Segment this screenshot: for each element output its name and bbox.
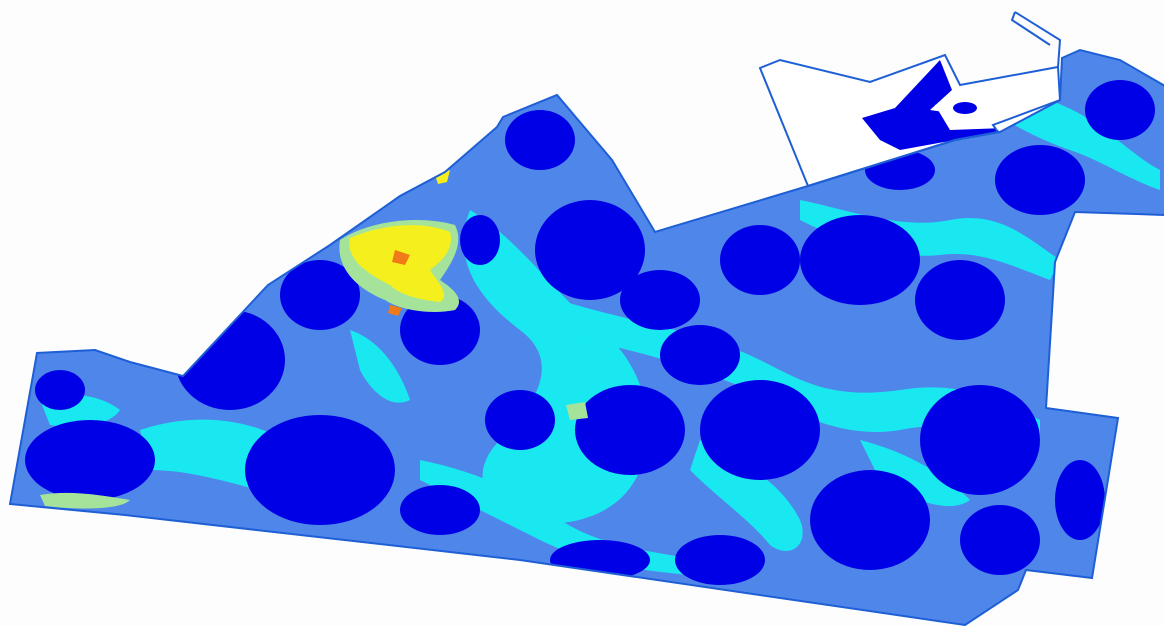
zone-very-low [400, 485, 480, 535]
zone-very-low [280, 260, 360, 330]
zone-very-low [953, 102, 977, 114]
zone-very-low [960, 505, 1040, 575]
zone-very-low [550, 540, 650, 580]
zone-very-low [485, 390, 555, 450]
zone-very-low [700, 380, 820, 480]
zone-high [435, 170, 450, 184]
zone-very-low [800, 215, 920, 305]
zone-very-high [392, 250, 410, 265]
zone-very-high [388, 305, 402, 316]
zone-very-low [915, 260, 1005, 340]
zone-very-low [245, 415, 395, 525]
zone-very-low [920, 385, 1040, 495]
zone-very-low [400, 295, 480, 365]
zone-medium [420, 460, 700, 575]
zone-medium [350, 330, 410, 403]
zone-very-low [620, 270, 700, 330]
field-boundary [8, 48, 1164, 626]
zone-medium [690, 440, 803, 551]
zone-high-group [40, 170, 588, 509]
field-boundary-notch [1010, 11, 1062, 68]
zone-very-low [535, 200, 645, 300]
zone-very-low [1055, 460, 1105, 540]
zone-very-low [810, 470, 930, 570]
zone-moderate [40, 492, 130, 509]
zone-very-low [660, 325, 740, 385]
zone-very-low [1085, 80, 1155, 140]
zone-very-low [25, 420, 155, 500]
zone-very-low [720, 225, 800, 295]
zone-moderate [566, 402, 588, 420]
zone-very-low [575, 385, 685, 475]
zone-very-low [675, 535, 765, 585]
zone-very-low [995, 145, 1085, 215]
zone-very-low [505, 110, 575, 170]
zone-very-low [35, 370, 85, 410]
zone-very-low [460, 215, 500, 265]
zone-medium [860, 440, 970, 507]
zone-very-low-group [25, 80, 1155, 585]
